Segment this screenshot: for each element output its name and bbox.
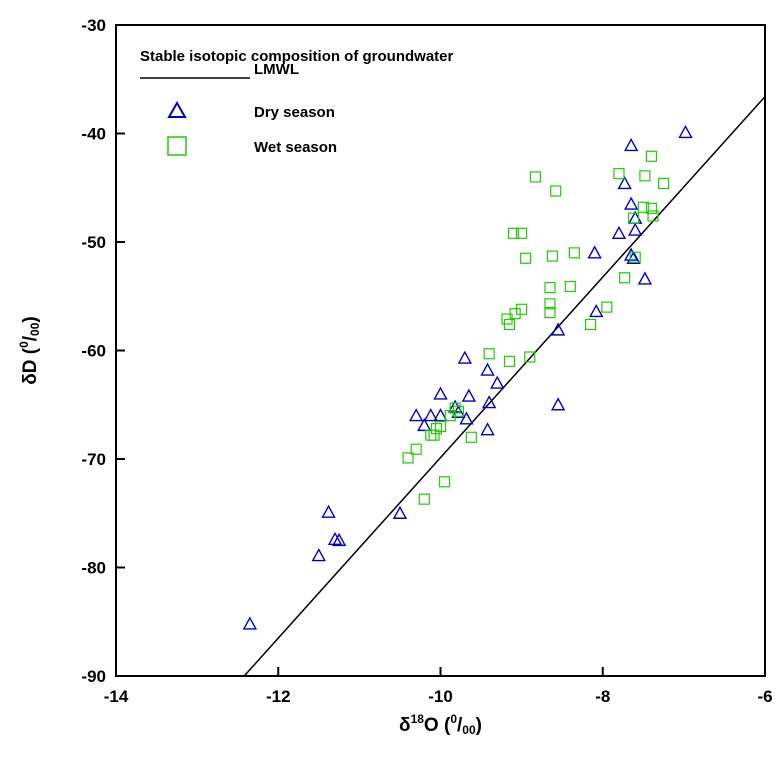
wet-season-point (544, 298, 556, 310)
dry-season-point (678, 124, 693, 139)
dry-season-point (589, 303, 604, 318)
dry-season-point (331, 532, 347, 547)
wet-season-point (637, 201, 649, 213)
wet-season-point (627, 212, 640, 224)
legend-label-dry: Dry season (254, 104, 335, 121)
legend-triangle-icon (167, 100, 187, 118)
wet-season-point (465, 431, 477, 443)
x-tick-label: -12 (266, 687, 291, 706)
wet-season-point (483, 348, 495, 360)
wet-season-point (430, 423, 443, 435)
wet-season-point (428, 429, 440, 441)
dry-season-point (480, 422, 495, 436)
x-tick-label: -14 (104, 687, 129, 706)
x-tick-label: -6 (757, 687, 772, 706)
x-tick-label: -8 (595, 687, 610, 706)
wet-season-point (544, 281, 556, 294)
dry-season-point (461, 388, 477, 402)
wet-season-point (550, 185, 562, 197)
wet-season-point (647, 210, 659, 222)
x-tick-label: -10 (428, 687, 453, 706)
wet-season-point (452, 405, 464, 417)
wet-season-point (418, 493, 430, 505)
dry-season-point (417, 417, 432, 432)
y-tick-label: -60 (81, 342, 106, 361)
wet-season-point (516, 303, 528, 315)
dry-season-point (311, 548, 326, 562)
dry-season-point (623, 196, 639, 210)
legend-title: Stable isotopic composition of groundwat… (140, 48, 454, 65)
y-tick-label: -70 (81, 450, 106, 469)
wet-season-point (503, 355, 516, 367)
dry-season-point (550, 397, 566, 411)
axis-ticks: -14 -12 -10 -8 -6 -90 -80 -70 -60 -50 -40 -30 (81, 16, 772, 706)
legend: Stable isotopic composition of groundwat… (140, 48, 454, 156)
wet-season-point (619, 272, 631, 284)
dry-season-point (480, 362, 495, 376)
wet-season-point (438, 476, 451, 488)
dry-season-point (628, 210, 643, 224)
wet-season-point (645, 150, 658, 162)
wet-season-point (544, 306, 556, 319)
wet-season-point (629, 251, 641, 263)
y-axis-title: δD (0/00) (17, 316, 42, 385)
y-tick-label: -30 (81, 16, 106, 35)
wet-season-point (516, 227, 528, 239)
dry-season-point (623, 137, 639, 152)
dry-season-point (617, 175, 632, 190)
wet-season-point (402, 452, 414, 464)
dry-season-point (587, 245, 602, 259)
wet-season-point (584, 318, 597, 331)
legend-square-icon (167, 136, 187, 156)
dry-season-point (550, 322, 566, 336)
y-tick-label: -80 (81, 559, 106, 578)
wet-season-point (564, 280, 576, 293)
wet-season-point (568, 247, 580, 259)
lmwl-line (243, 96, 766, 677)
dry-season-point (433, 386, 448, 400)
plot-frame (115, 24, 766, 677)
plot-marks (242, 96, 766, 677)
dry-season-point (490, 375, 505, 389)
dry-season-point (637, 271, 653, 285)
dry-season-point (459, 411, 474, 425)
wet-season-point (410, 443, 422, 455)
dry-season-point (611, 225, 627, 240)
dry-season-point (481, 395, 497, 409)
wet-season-point (520, 252, 532, 264)
wet-season-point (425, 429, 437, 441)
wet-season-point (645, 202, 658, 214)
wet-season-point (507, 227, 520, 239)
x-axis-title: δ18O (0/00) (399, 712, 482, 737)
y-tick-label: -40 (81, 125, 106, 144)
dry-season-point (392, 505, 408, 519)
wet-season-point (524, 351, 536, 363)
dry-season-point (321, 504, 336, 518)
wet-season-point (444, 410, 456, 422)
dry-season-point (433, 408, 448, 422)
dry-season-point (628, 222, 643, 236)
wet-season-point (434, 420, 447, 433)
dry-season-point (242, 616, 258, 630)
y-tick-label: -50 (81, 233, 106, 252)
wet-season-point (601, 301, 613, 313)
wet-season-point (546, 250, 559, 262)
dry-season-point (408, 408, 424, 422)
legend-label-lmwl: LMWL (254, 61, 299, 78)
dry-season-point (327, 531, 343, 545)
wet-season-point (613, 168, 625, 180)
dry-season-point (423, 408, 438, 422)
legend-label-wet: Wet season (254, 139, 337, 156)
wet-season-point (503, 318, 516, 331)
y-tick-label: -90 (81, 667, 106, 686)
wet-season-point (657, 177, 670, 190)
dry-season-point (457, 350, 473, 364)
wet-season-point (529, 171, 542, 183)
wet-season-point (639, 170, 651, 182)
